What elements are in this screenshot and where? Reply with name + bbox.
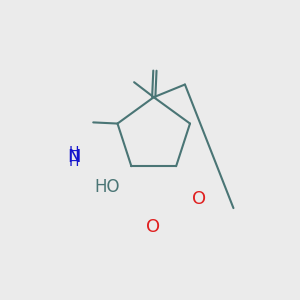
Text: H: H — [69, 145, 79, 159]
Text: HO: HO — [95, 178, 120, 196]
Text: O: O — [146, 218, 160, 236]
Text: O: O — [192, 190, 206, 208]
Text: N: N — [67, 148, 81, 166]
Text: H: H — [69, 155, 79, 169]
